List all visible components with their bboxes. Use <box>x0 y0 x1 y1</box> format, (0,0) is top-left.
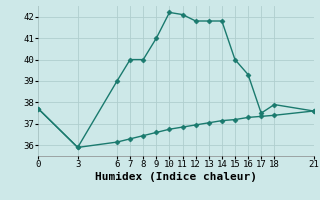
X-axis label: Humidex (Indice chaleur): Humidex (Indice chaleur) <box>95 172 257 182</box>
